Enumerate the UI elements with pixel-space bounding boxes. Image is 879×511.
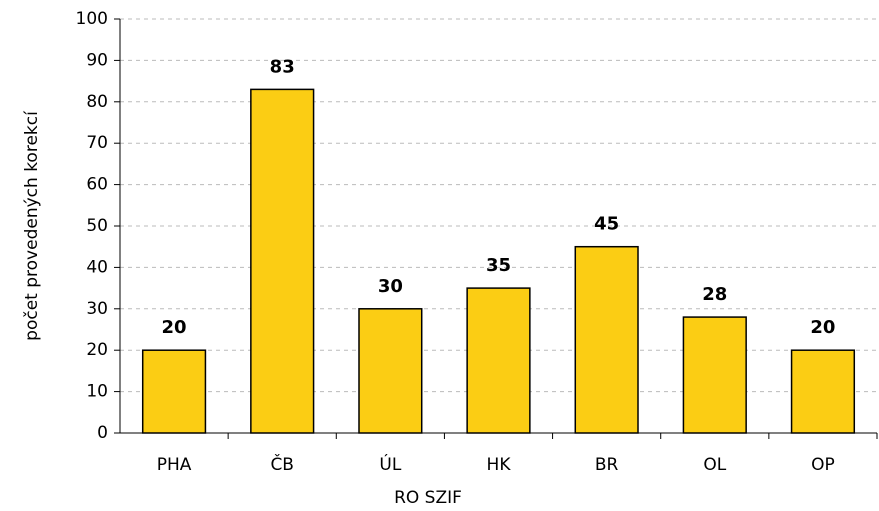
- y-axis-label: počet provedených korekcí: [22, 110, 42, 341]
- bar: [141, 349, 207, 434]
- x-tick-label: OL: [703, 455, 726, 475]
- value-label: 20: [810, 317, 835, 338]
- x-tick-label: OP: [811, 455, 835, 475]
- y-tick-label: 100: [76, 9, 108, 29]
- bar: [790, 349, 856, 434]
- value-label: 83: [270, 56, 295, 77]
- value-label: 45: [594, 214, 619, 235]
- bar: [250, 88, 315, 434]
- y-tick-label: 50: [86, 216, 108, 236]
- value-label: 20: [162, 317, 187, 338]
- x-tick-label: ČB: [270, 453, 294, 475]
- y-tick-label: 60: [86, 175, 108, 195]
- x-tick-label: PHA: [157, 455, 192, 475]
- y-tick-label: 0: [97, 423, 108, 443]
- x-tick-label: HK: [487, 455, 512, 475]
- bar: [682, 316, 747, 434]
- x-tick-label: BR: [595, 455, 619, 475]
- bar: [466, 287, 531, 434]
- value-label: 28: [702, 284, 727, 305]
- y-tick-label: 40: [86, 257, 108, 277]
- y-tick-label: 30: [86, 299, 108, 319]
- y-tick-label: 70: [86, 133, 108, 153]
- x-tick-label: ÚL: [379, 453, 401, 475]
- value-label: 30: [378, 276, 403, 297]
- x-axis-label: RO SZIF: [394, 488, 462, 508]
- bar: [574, 245, 639, 434]
- y-tick-label: 80: [86, 92, 108, 112]
- y-tick-label: 20: [86, 340, 108, 360]
- bar: [358, 308, 423, 434]
- y-tick-label: 90: [86, 50, 108, 70]
- y-tick-label: 10: [86, 382, 108, 402]
- value-label: 35: [486, 255, 511, 276]
